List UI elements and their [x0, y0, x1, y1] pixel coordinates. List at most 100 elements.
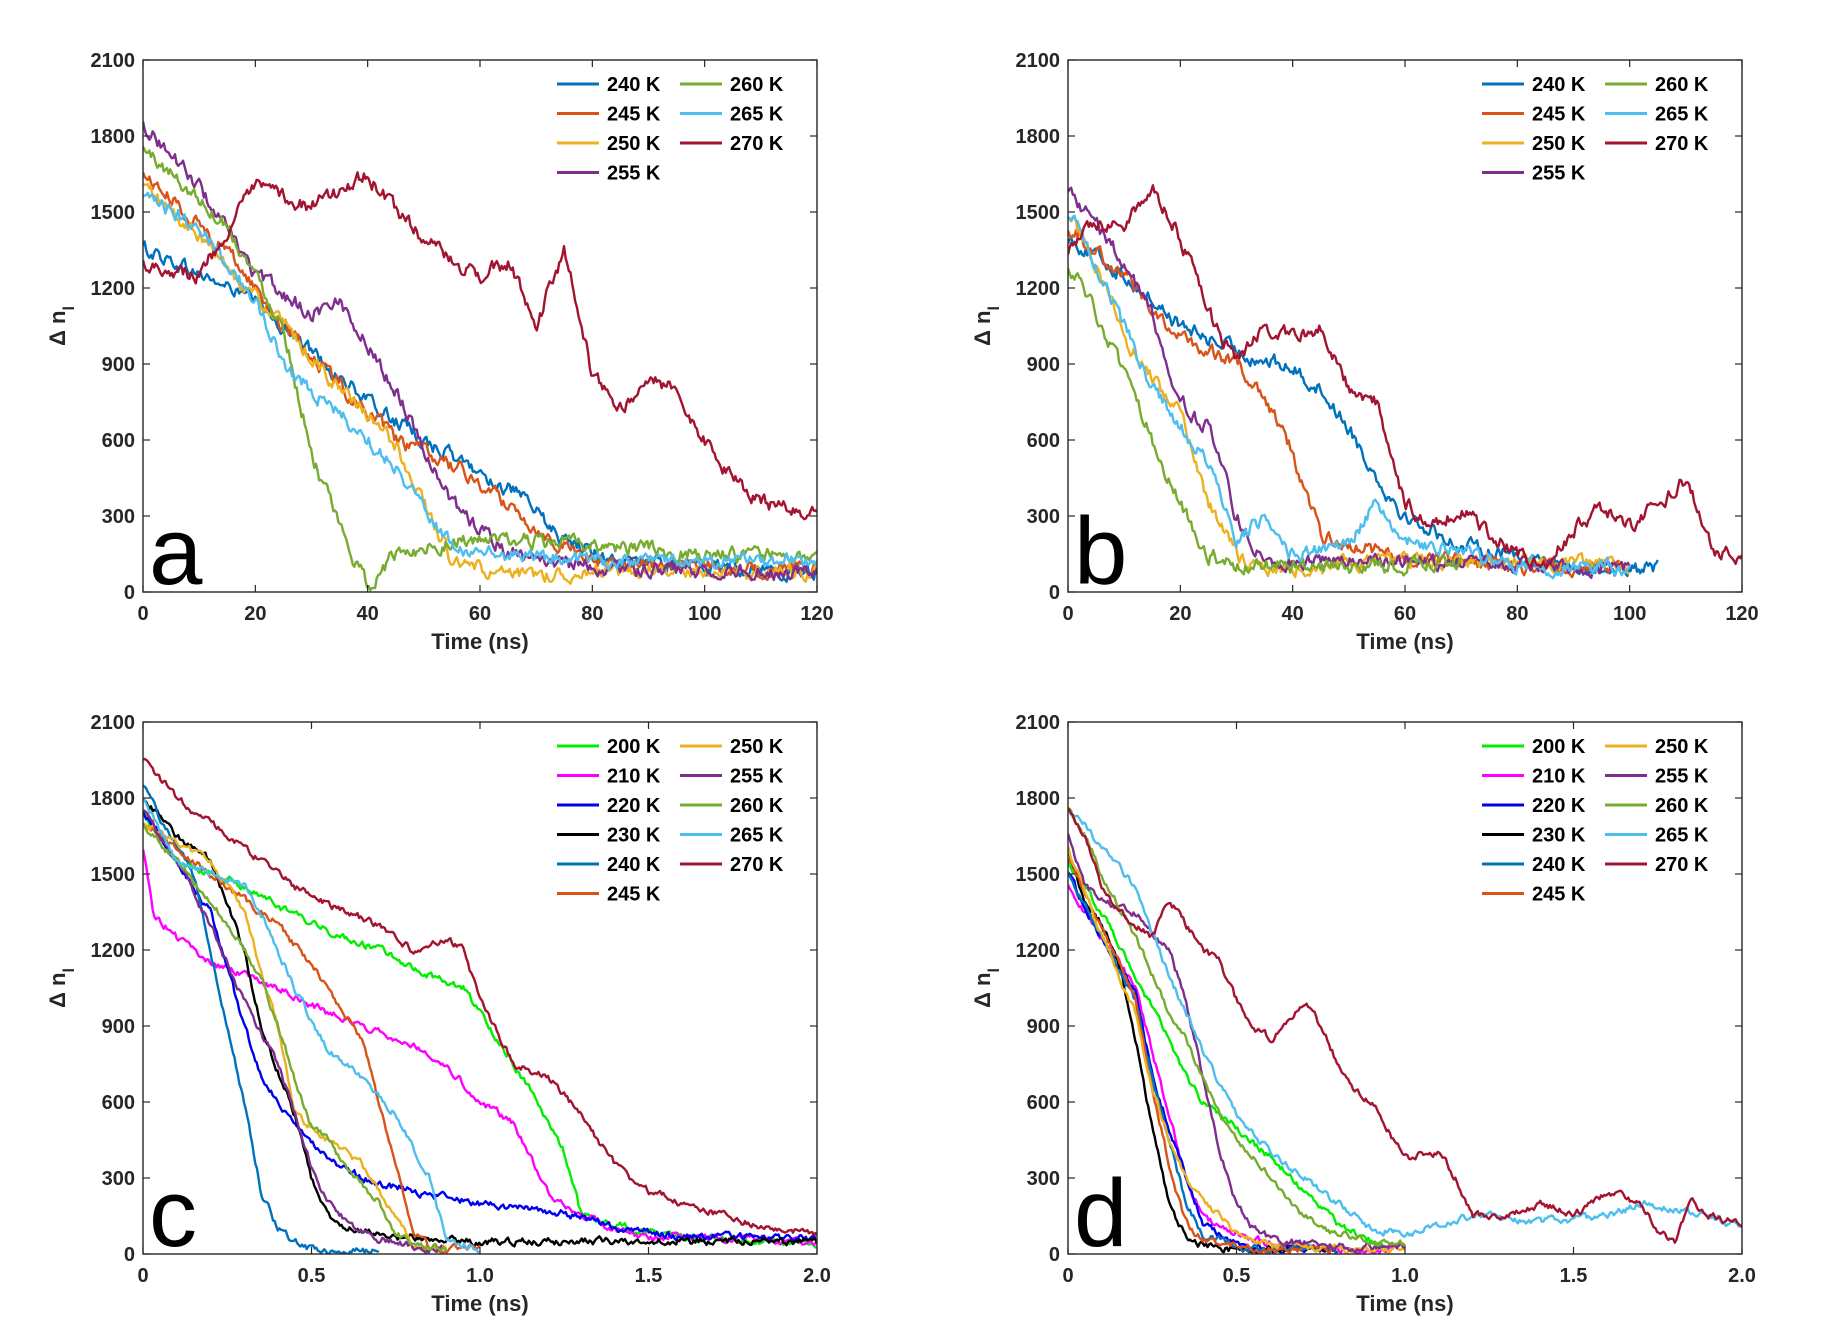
series-line-250K	[1068, 215, 1630, 579]
legend-item-255K: 255 K	[1605, 766, 1709, 788]
series-line-260K	[143, 822, 448, 1253]
y-tick-label: 600	[102, 430, 135, 452]
legend-item-265K: 265 K	[680, 825, 784, 847]
series-group	[1068, 184, 1742, 580]
legend-label: 240 K	[1532, 854, 1586, 876]
series-line-200K	[1068, 859, 1407, 1250]
series-line-260K	[1068, 267, 1462, 577]
x-tick-label: 60	[1394, 603, 1416, 625]
x-tick-label: 0	[137, 603, 148, 625]
legend-label: 250 K	[1655, 736, 1709, 758]
series-line-255K	[1068, 833, 1406, 1254]
legend: 200 K 210 K 220 K 230 K 240 K 245 K 250 K 255 K…	[1482, 736, 1709, 906]
y-axis-label: Δ nl	[970, 306, 1003, 346]
panel-label: c	[149, 1160, 197, 1267]
axes-box	[142, 721, 818, 1255]
y-tick-label: 300	[1027, 506, 1060, 528]
y-tick-label: 0	[1049, 582, 1060, 604]
y-tick-label: 1500	[91, 202, 136, 224]
x-tick-label: 0	[1062, 1265, 1073, 1287]
x-tick-label: 2.0	[1728, 1265, 1756, 1287]
legend-item-245K: 245 K	[1482, 884, 1586, 906]
series-line-245K	[1068, 229, 1631, 579]
legend-label: 250 K	[730, 736, 784, 758]
legend-label: 200 K	[1532, 736, 1586, 758]
legend-label: 245 K	[607, 884, 661, 906]
legend-label: 220 K	[1532, 795, 1586, 817]
panel-a: 0 20 40 60 80 100 1200300600900120015001800210…	[45, 50, 834, 654]
y-tick-label: 300	[102, 1168, 135, 1190]
y-tick-label: 1500	[1016, 202, 1061, 224]
y-tick-label: 1800	[1016, 788, 1061, 810]
y-axis-label-subscript: l	[986, 306, 1003, 310]
legend-item-260K: 260 K	[1605, 74, 1709, 96]
x-tick-label: 120	[1725, 603, 1758, 625]
legend-item-260K: 260 K	[1605, 795, 1709, 817]
legend-label: 260 K	[1655, 74, 1709, 96]
legend-label: 265 K	[1655, 825, 1709, 847]
series-line-265K	[1068, 214, 1631, 580]
series-group	[143, 121, 817, 592]
y-tick-label: 2100	[91, 712, 136, 734]
y-tick-label: 2100	[1016, 712, 1061, 734]
legend-label: 255 K	[730, 766, 784, 788]
series-line-270K	[1068, 807, 1742, 1244]
y-axis-label-main: Δ n	[970, 973, 995, 1008]
x-tick-label: 60	[469, 603, 491, 625]
series-line-240K	[143, 784, 380, 1254]
y-axis-label-main: Δ n	[45, 973, 70, 1008]
series-line-265K	[143, 191, 817, 571]
x-tick-label: 120	[800, 603, 833, 625]
x-tick-label: 80	[581, 603, 603, 625]
x-tick-label: 40	[357, 603, 379, 625]
legend-item-245K: 245 K	[557, 884, 661, 906]
legend-item-245K: 245 K	[1482, 104, 1586, 126]
y-tick-label: 900	[1027, 1016, 1060, 1038]
legend-item-255K: 255 K	[557, 163, 661, 185]
y-axis-label-subscript: l	[986, 968, 1003, 972]
panel-b: 0 20 40 60 80 100 1200300600900120015001800210…	[970, 50, 1759, 654]
legend-label: 270 K	[730, 854, 784, 876]
x-tick-label: 1.5	[635, 1265, 663, 1287]
legend-item-270K: 270 K	[1605, 133, 1709, 155]
legend-label: 260 K	[730, 74, 784, 96]
panel-label: d	[1074, 1160, 1127, 1267]
legend-item-265K: 265 K	[1605, 104, 1709, 126]
axes-box	[1067, 721, 1743, 1255]
y-tick-label: 300	[102, 506, 135, 528]
y-tick-label: 600	[1027, 1092, 1060, 1114]
legend-item-230K: 230 K	[557, 825, 661, 847]
x-tick-label: 1.0	[466, 1265, 494, 1287]
x-axis-label: Time (ns)	[1356, 629, 1453, 654]
legend-label: 210 K	[1532, 766, 1586, 788]
y-axis-label: Δ nl	[970, 968, 1003, 1008]
x-tick-label: 0	[1062, 603, 1073, 625]
series-line-265K	[1068, 807, 1742, 1239]
legend-item-260K: 260 K	[680, 74, 784, 96]
x-tick-label: 40	[1282, 603, 1304, 625]
series-line-270K	[143, 757, 817, 1236]
legend-label: 255 K	[1532, 163, 1586, 185]
legend-item-220K: 220 K	[1482, 795, 1586, 817]
y-tick-label: 1200	[91, 940, 136, 962]
legend-label: 265 K	[730, 825, 784, 847]
legend-label: 250 K	[607, 133, 661, 155]
legend-label: 240 K	[607, 74, 661, 96]
y-tick-label: 0	[124, 1244, 135, 1266]
legend-item-255K: 255 K	[1482, 163, 1586, 185]
legend-item-250K: 250 K	[680, 736, 784, 758]
y-tick-label: 0	[1049, 1244, 1060, 1266]
legend-item-265K: 265 K	[1605, 825, 1709, 847]
legend-item-265K: 265 K	[680, 104, 784, 126]
y-tick-label: 2100	[91, 50, 136, 72]
y-tick-label: 1800	[91, 126, 136, 148]
legend-label: 270 K	[1655, 133, 1709, 155]
legend-label: 240 K	[607, 854, 661, 876]
series-group	[143, 757, 817, 1254]
legend-item-260K: 260 K	[680, 795, 784, 817]
y-axis-label: Δ nl	[45, 968, 78, 1008]
series-line-255K	[143, 121, 817, 582]
legend-label: 265 K	[730, 104, 784, 126]
legend-label: 255 K	[607, 163, 661, 185]
